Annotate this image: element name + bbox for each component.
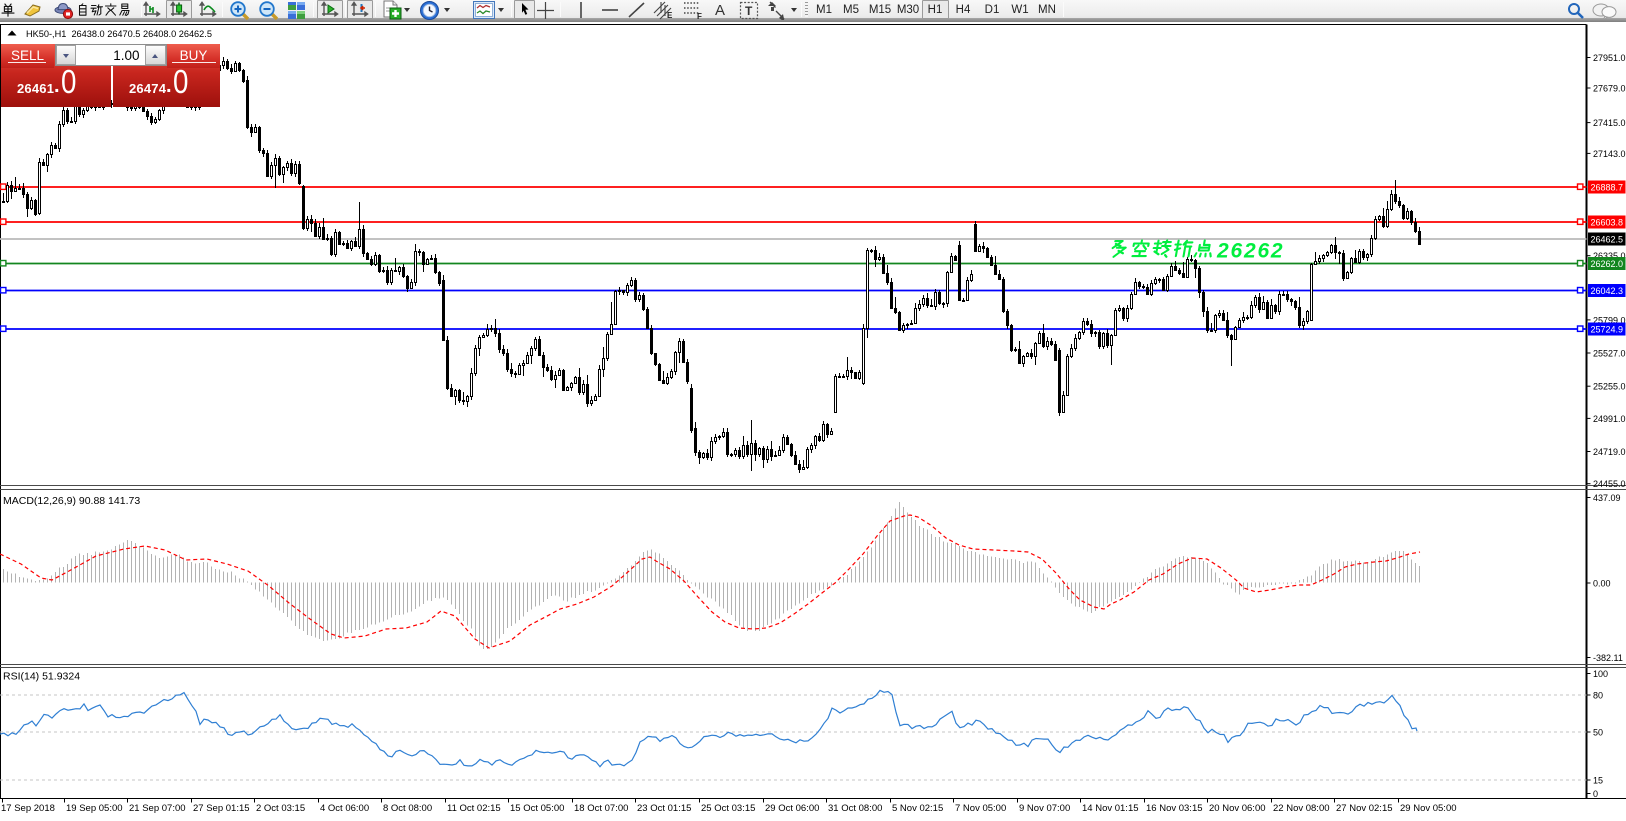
svg-text:25 Oct 03:15: 25 Oct 03:15	[701, 803, 755, 814]
svg-text:5 Nov 02:15: 5 Nov 02:15	[892, 803, 943, 814]
svg-text:25527.0: 25527.0	[1593, 348, 1626, 358]
svg-text:26888.7: 26888.7	[1591, 182, 1624, 192]
svg-text:7 Nov 05:00: 7 Nov 05:00	[955, 803, 1006, 814]
svg-text:18 Oct 07:00: 18 Oct 07:00	[574, 803, 628, 814]
svg-text:9 Nov 07:00: 9 Nov 07:00	[1019, 803, 1070, 814]
svg-text:20 Nov 06:00: 20 Nov 06:00	[1209, 803, 1266, 814]
svg-text:25255.0: 25255.0	[1593, 382, 1626, 392]
svg-text:27143.0: 27143.0	[1593, 149, 1626, 159]
svg-text:F: F	[697, 12, 702, 20]
svg-text:17 Sep 2018: 17 Sep 2018	[1, 803, 55, 814]
svg-text:24455.0: 24455.0	[1593, 479, 1626, 489]
svg-text:14 Nov 01:15: 14 Nov 01:15	[1082, 803, 1139, 814]
svg-text:27 Nov 02:15: 27 Nov 02:15	[1336, 803, 1393, 814]
svg-text:100: 100	[1593, 669, 1608, 679]
svg-text:26335.0: 26335.0	[1593, 251, 1626, 261]
svg-text:437.09: 437.09	[1593, 493, 1621, 503]
svg-text:26262: 26262	[1216, 240, 1284, 263]
svg-text:15 Oct 05:00: 15 Oct 05:00	[510, 803, 564, 814]
svg-text:50: 50	[1593, 727, 1603, 737]
svg-text:25799.0: 25799.0	[1593, 315, 1626, 325]
svg-text:RSI(14) 51.9324: RSI(14) 51.9324	[3, 671, 80, 683]
svg-text:E: E	[667, 11, 673, 20]
svg-text:HK50-,H1 26438.0 26470.5 2640: HK50-,H1 26438.0 26470.5 26408.0 26462.5	[26, 29, 212, 39]
svg-text:19 Sep 05:00: 19 Sep 05:00	[66, 803, 123, 814]
svg-text:31 Oct 08:00: 31 Oct 08:00	[828, 803, 882, 814]
svg-text:-382.11: -382.11	[1593, 653, 1623, 663]
svg-text:4 Oct 06:00: 4 Oct 06:00	[320, 803, 369, 814]
svg-text:24719.0: 24719.0	[1593, 447, 1626, 457]
svg-text:29 Nov 05:00: 29 Nov 05:00	[1400, 803, 1457, 814]
svg-text:27 Sep 01:15: 27 Sep 01:15	[193, 803, 250, 814]
svg-text:T: T	[745, 4, 753, 18]
svg-text:24991.0: 24991.0	[1593, 414, 1626, 424]
svg-text:27679.0: 27679.0	[1593, 83, 1626, 93]
svg-text:8 Oct 08:00: 8 Oct 08:00	[383, 803, 432, 814]
svg-text:25724.9: 25724.9	[1591, 324, 1624, 334]
svg-text:26462.5: 26462.5	[1591, 234, 1624, 244]
svg-text:27951.0: 27951.0	[1593, 53, 1626, 63]
svg-text:22 Nov 08:00: 22 Nov 08:00	[1273, 803, 1330, 814]
svg-text:27415.0: 27415.0	[1593, 118, 1626, 128]
svg-text:2 Oct 03:15: 2 Oct 03:15	[256, 803, 305, 814]
svg-text:26262.0: 26262.0	[1591, 259, 1624, 269]
svg-text:29 Oct 06:00: 29 Oct 06:00	[765, 803, 819, 814]
svg-text:15: 15	[1593, 775, 1603, 785]
svg-text:21 Sep 07:00: 21 Sep 07:00	[129, 803, 186, 814]
svg-text:23 Oct 01:15: 23 Oct 01:15	[637, 803, 691, 814]
svg-text:MACD(12,26,9) 90.88 141.73: MACD(12,26,9) 90.88 141.73	[3, 495, 140, 507]
svg-text:80: 80	[1593, 690, 1603, 700]
svg-text:26042.3: 26042.3	[1591, 286, 1624, 296]
svg-text:0: 0	[1593, 789, 1598, 799]
svg-text:11 Oct 02:15: 11 Oct 02:15	[447, 803, 501, 814]
svg-text:0.00: 0.00	[1593, 578, 1611, 588]
svg-text:26603.8: 26603.8	[1591, 217, 1624, 227]
svg-text:16 Nov 03:15: 16 Nov 03:15	[1146, 803, 1203, 814]
